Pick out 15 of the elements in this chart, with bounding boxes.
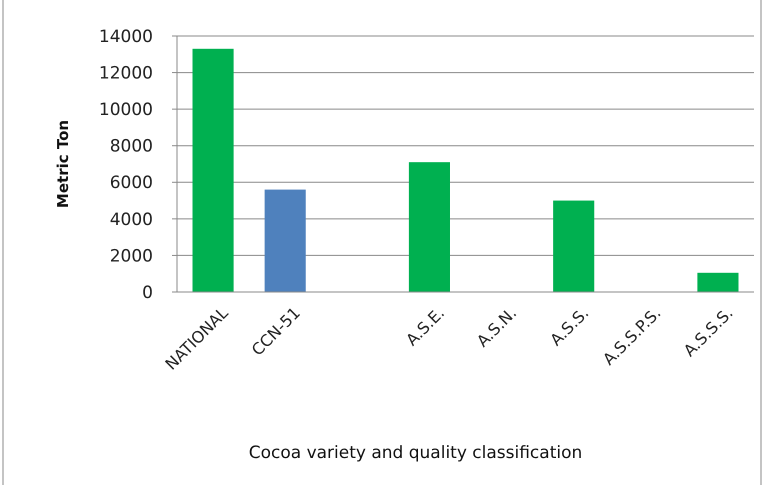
y-tick-label: 10000 [98, 100, 153, 120]
y-tick-label: 2000 [110, 246, 153, 266]
bar [553, 200, 594, 292]
bar [192, 48, 234, 292]
x-axis-title: Cocoa variety and quality classification [248, 443, 582, 463]
y-tick-label: 4000 [110, 210, 153, 230]
y-tick-label: 6000 [110, 173, 153, 194]
y-tick-label: 14000 [98, 26, 153, 47]
y-tick-label: 12000 [98, 64, 153, 84]
y-tick-label: 8000 [110, 136, 153, 157]
y-axis-title: Metric Ton [54, 120, 72, 208]
bar [264, 190, 306, 292]
bar [697, 272, 738, 292]
y-tick-label: 0 [142, 282, 153, 303]
bar [408, 162, 450, 292]
